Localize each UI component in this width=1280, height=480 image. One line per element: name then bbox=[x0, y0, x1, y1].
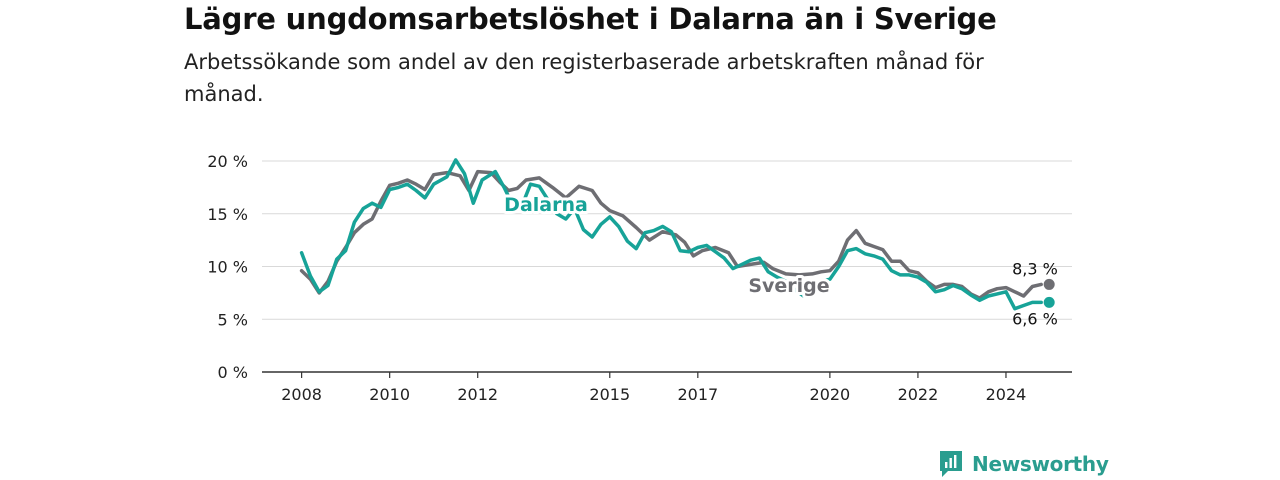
series-label-sverige: Sverige bbox=[748, 275, 829, 297]
series-lines bbox=[299, 158, 1055, 311]
y-tick-label: 10 % bbox=[207, 258, 248, 277]
series-line-sverige bbox=[299, 169, 1043, 300]
grid-lines bbox=[262, 160, 1072, 320]
series-labels: Dalarna Sverige 8,3 % 6,6 % bbox=[501, 191, 1058, 328]
brand-name: Newsworthy bbox=[972, 452, 1109, 476]
end-value-dalarna: 6,6 % bbox=[1012, 309, 1058, 328]
x-tick-label: 2010 bbox=[369, 385, 410, 404]
end-marker-sverige bbox=[1043, 278, 1055, 290]
newsworthy-icon bbox=[940, 451, 962, 477]
x-tick-label: 2012 bbox=[457, 385, 498, 404]
x-tick-label: 2022 bbox=[898, 385, 939, 404]
chart-subtitle: Arbetssökande som andel av den registerb… bbox=[184, 50, 984, 106]
newsworthy-logo: Newsworthy bbox=[938, 449, 1109, 479]
x-tick-label: 2015 bbox=[589, 385, 630, 404]
x-tick-label: 2008 bbox=[281, 385, 322, 404]
x-tick-label: 2024 bbox=[986, 385, 1027, 404]
y-tick-label: 15 % bbox=[207, 205, 248, 224]
x-tick-label: 2020 bbox=[810, 385, 851, 404]
series-line-dalarna bbox=[299, 158, 1043, 311]
axes: 0 % 5 % 10 % 15 % 20 % 2008 2010 2012 2015 2017 20… bbox=[207, 152, 1072, 404]
y-tick-label: 5 % bbox=[218, 310, 248, 329]
series-label-dalarna: Dalarna bbox=[504, 194, 588, 216]
y-tick-label: 0 % bbox=[218, 363, 248, 382]
x-tick-label: 2017 bbox=[677, 385, 718, 404]
y-tick-label: 20 % bbox=[207, 152, 248, 171]
end-marker-dalarna bbox=[1043, 296, 1055, 308]
end-value-sverige: 8,3 % bbox=[1012, 259, 1058, 278]
chart-title: Lägre ungdomsarbetslöshet i Dalarna än i… bbox=[184, 2, 997, 36]
